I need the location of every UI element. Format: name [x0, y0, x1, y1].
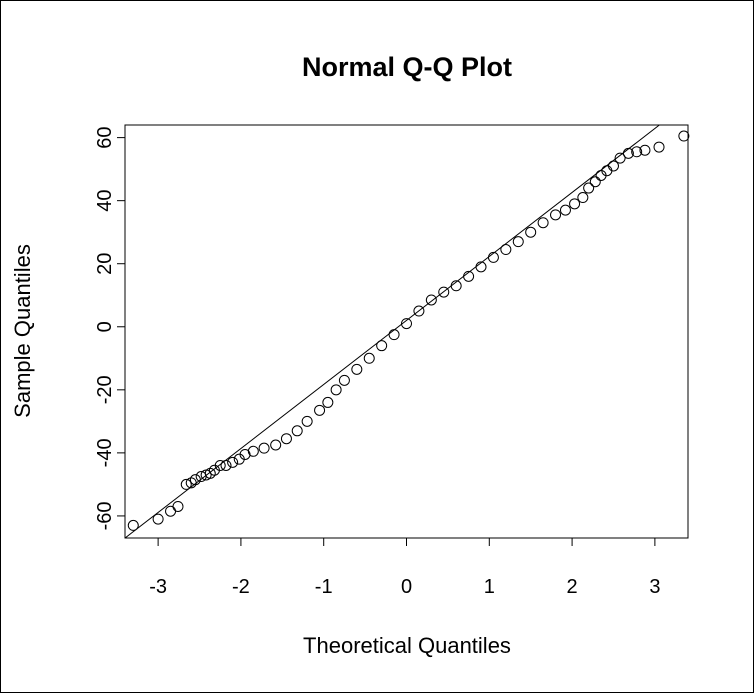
plot-area-box: [124, 124, 689, 539]
y-tick-label: 40: [94, 190, 116, 212]
data-point: [388, 329, 400, 341]
data-point: [537, 217, 549, 229]
data-point: [127, 519, 139, 531]
x-tick-label: -3: [149, 576, 167, 598]
y-tick-label: -40: [94, 438, 116, 467]
y-tick-label: 0: [94, 321, 116, 332]
data-point: [152, 513, 164, 525]
data-points: [127, 130, 690, 531]
chart-title: Normal Q-Q Plot: [302, 52, 512, 82]
data-point: [525, 226, 537, 238]
x-tick-label: 3: [649, 576, 660, 598]
y-axis: -60 -40 -20 0 20 40 60: [94, 126, 125, 530]
x-tick-label: 0: [401, 576, 412, 598]
x-tick-label: -2: [232, 576, 250, 598]
data-point: [314, 404, 326, 416]
data-point: [247, 445, 259, 457]
data-point: [487, 251, 499, 263]
data-point: [614, 152, 626, 164]
data-point: [425, 294, 437, 306]
data-point: [322, 396, 334, 408]
data-point: [214, 459, 226, 471]
x-tick-label: 2: [567, 576, 578, 598]
data-point: [172, 500, 184, 512]
data-point: [401, 318, 412, 330]
data-point: [577, 192, 589, 204]
data-point: [631, 146, 643, 158]
x-tick-label: -1: [315, 576, 333, 598]
data-point: [639, 144, 651, 156]
data-point: [165, 505, 177, 517]
data-point: [330, 384, 342, 396]
data-point: [270, 439, 282, 451]
data-point: [500, 244, 512, 256]
data-point: [512, 236, 524, 248]
data-point: [351, 363, 363, 375]
data-point: [280, 433, 292, 445]
data-point: [227, 456, 239, 468]
data-point: [258, 442, 270, 454]
data-point: [550, 209, 562, 221]
y-tick-label: 60: [94, 126, 116, 148]
data-point: [338, 374, 350, 386]
data-point: [438, 286, 450, 298]
x-axis: -3 -2 -1 0 1 2 3: [149, 538, 660, 598]
x-tick-label: 1: [484, 576, 495, 598]
data-point: [413, 305, 425, 317]
y-tick-label: -20: [94, 375, 116, 404]
y-tick-label: -60: [94, 501, 116, 530]
y-tick-label: 20: [94, 253, 116, 275]
data-point: [678, 130, 690, 142]
data-point: [363, 352, 375, 364]
x-axis-label: Theoretical Quantiles: [303, 633, 511, 658]
data-point: [376, 340, 388, 352]
data-point: [180, 478, 192, 490]
data-point: [589, 176, 601, 188]
data-point: [301, 415, 313, 427]
data-point: [653, 141, 665, 153]
data-point: [569, 198, 581, 210]
data-point: [559, 204, 571, 216]
data-point: [291, 425, 303, 437]
reference-line: [124, 124, 660, 539]
data-point: [583, 182, 595, 194]
data-point: [220, 459, 232, 471]
y-axis-label: Sample Quantiles: [10, 244, 35, 418]
